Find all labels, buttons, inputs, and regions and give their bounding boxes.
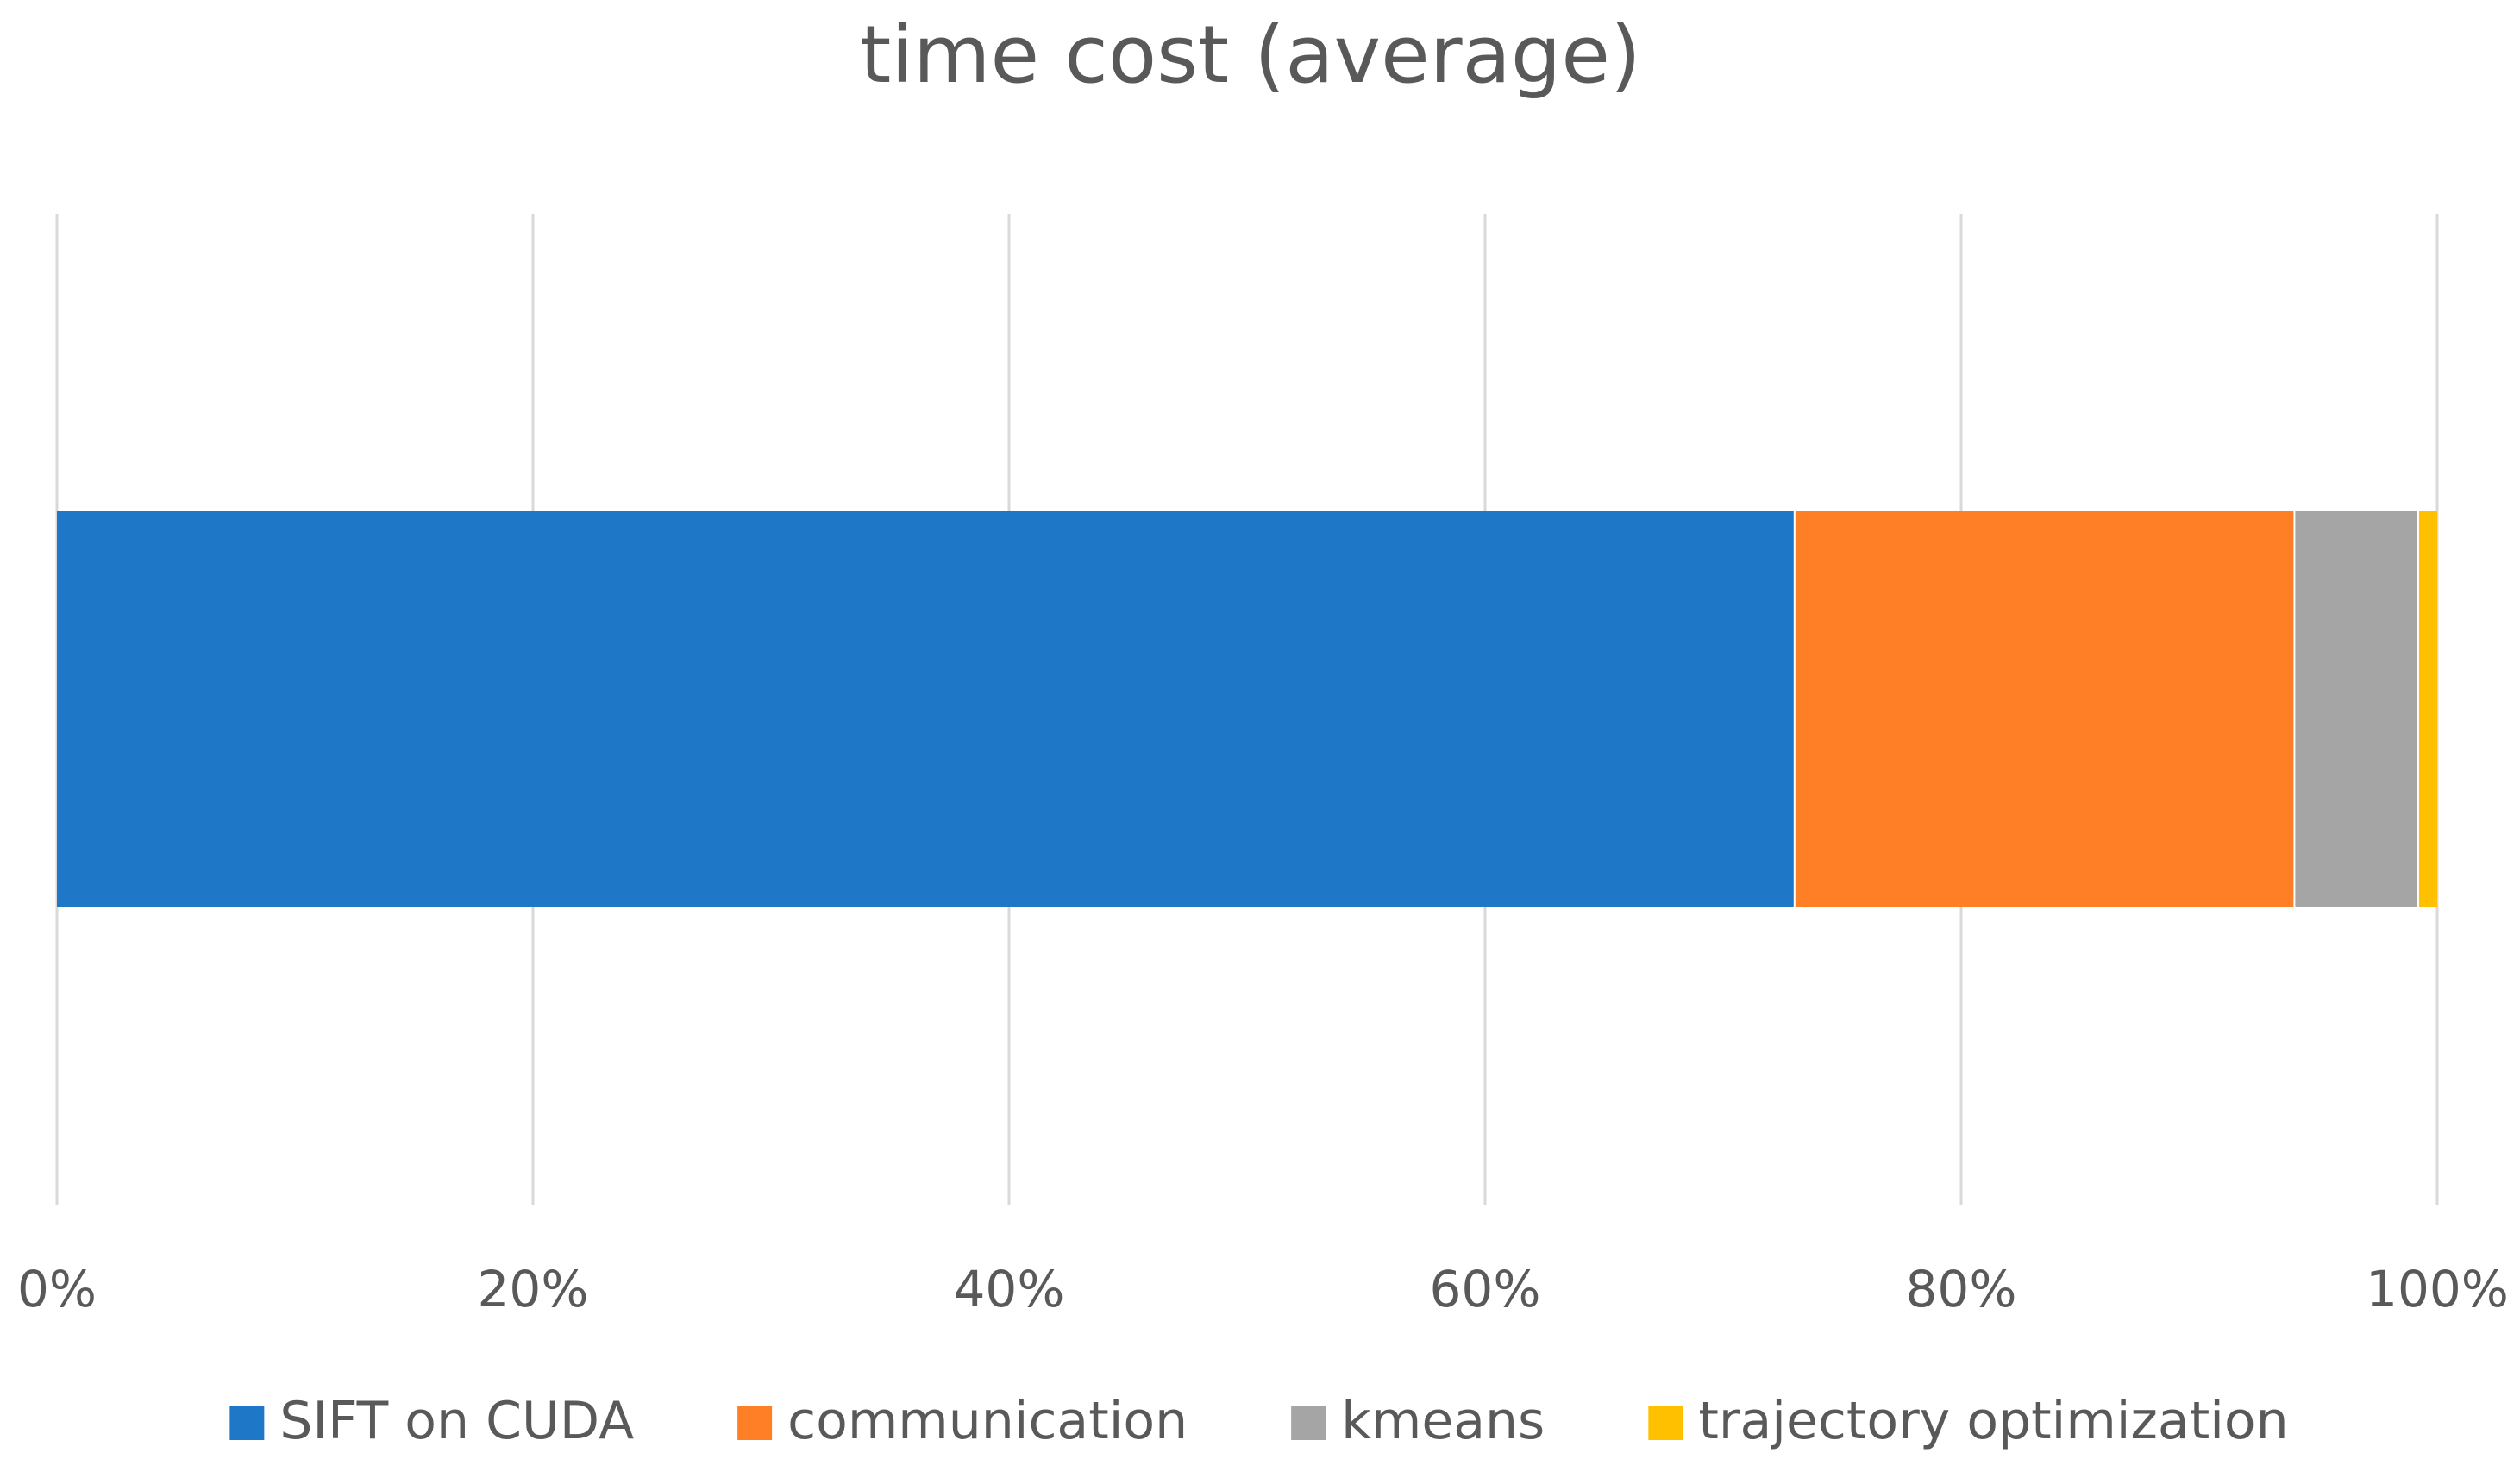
legend-label: trajectory optimization xyxy=(1698,1391,2288,1451)
legend-swatch xyxy=(737,1406,773,1440)
legend-item: SIFT on CUDA xyxy=(229,1391,634,1451)
legend-label: kmeans xyxy=(1341,1391,1545,1451)
x-tick-label: 20% xyxy=(478,1260,589,1318)
legend-label: communication xyxy=(787,1391,1188,1451)
bar-segment-kmeans xyxy=(2294,511,2418,907)
legend-item: trajectory optimization xyxy=(1648,1391,2289,1451)
legend-item: kmeans xyxy=(1291,1391,1545,1451)
legend-swatch xyxy=(1648,1406,1683,1440)
legend-swatch xyxy=(1291,1406,1326,1440)
x-tick-label: 60% xyxy=(1430,1260,1541,1318)
x-tick-label: 80% xyxy=(1906,1260,2017,1318)
x-axis-tick-labels: 0% 20% 40% 60% 80% 100% xyxy=(17,1260,2509,1318)
bars xyxy=(57,511,2437,907)
x-tick-label: 100% xyxy=(2366,1260,2509,1318)
bar-segment-trajectory-optimization xyxy=(2417,511,2437,907)
legend-label: SIFT on CUDA xyxy=(279,1391,634,1451)
legend: SIFT on CUDA communication kmeans trajector… xyxy=(229,1391,2289,1451)
legend-item: communication xyxy=(737,1391,1188,1451)
x-tick-label: 40% xyxy=(954,1260,1065,1318)
legend-swatch xyxy=(229,1406,265,1440)
bar-segment-communication xyxy=(1794,511,2295,907)
x-tick-label: 0% xyxy=(17,1260,97,1318)
chart-title: time cost (average) xyxy=(860,9,1641,101)
bar-segment-sift-on-cuda xyxy=(57,511,1795,907)
